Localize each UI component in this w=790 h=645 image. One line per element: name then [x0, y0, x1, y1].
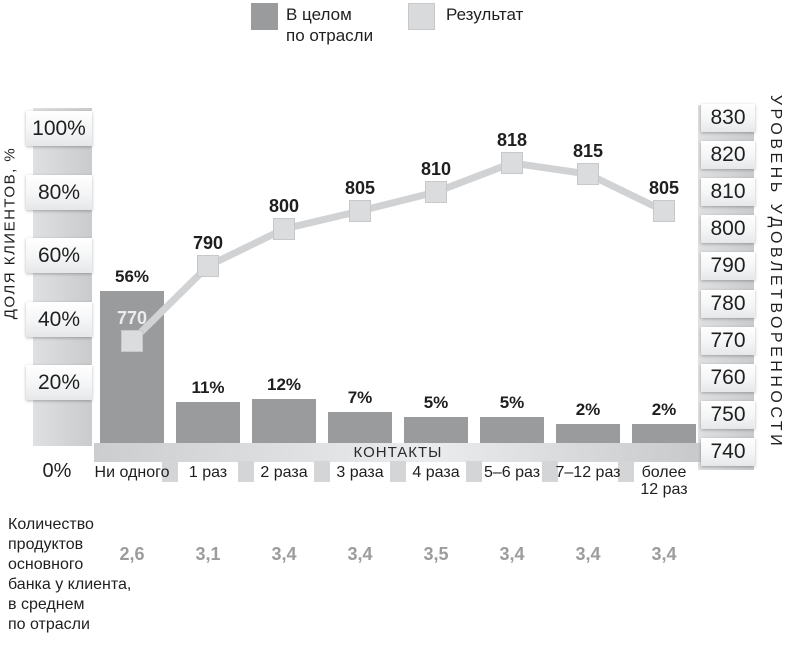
footer-value: 3,1: [195, 544, 221, 564]
bar-value-label: 5%: [423, 393, 449, 412]
category-label: 4 раза: [412, 464, 460, 481]
result-marker: [425, 181, 447, 203]
left-axis-tick: 60%: [26, 238, 92, 273]
x-axis-tick: [390, 461, 406, 482]
footer-value: 2,6: [119, 544, 145, 564]
footer-value: 3,4: [499, 544, 525, 564]
category-label: 3 раза: [336, 464, 384, 481]
result-value-label: 810: [421, 159, 451, 179]
right-axis-tick: 830: [701, 104, 755, 132]
x-axis-band: КОНТАКТЫ: [94, 443, 702, 462]
bar: [404, 417, 468, 443]
footer-value: 3,5: [423, 544, 449, 564]
bar-value-label: 5%: [499, 393, 525, 412]
left-axis-title: ДОЛЯ КЛИЕНТОВ, %: [1, 146, 19, 320]
result-value-label: 800: [269, 196, 299, 216]
footer-value: 3,4: [651, 544, 677, 564]
bar-value-label: 12%: [266, 375, 302, 394]
result-value-label: 805: [345, 178, 375, 198]
bar-value-label: 2%: [651, 400, 677, 419]
right-axis-title: УРОВЕНЬ УДОВЛЕТВОРЕННОСТИ: [767, 94, 784, 450]
result-value-label: 818: [497, 130, 527, 150]
x-axis-tick: [162, 461, 178, 482]
right-axis-tick: 750: [701, 401, 755, 429]
x-axis-title: КОНТАКТЫ: [353, 444, 443, 461]
result-marker: [653, 200, 675, 222]
result-marker: [197, 255, 219, 277]
right-axis-tick: 810: [701, 178, 755, 206]
right-axis-tick: 820: [701, 141, 755, 169]
right-axis-tick: 780: [701, 290, 755, 318]
category-label: Ни одного: [94, 464, 170, 481]
right-axis-tick: 740: [701, 438, 755, 466]
bar: [556, 424, 620, 443]
bar-value-label: 56%: [114, 267, 150, 286]
x-axis-tick: [238, 461, 254, 482]
x-axis-tick: [542, 461, 558, 482]
left-axis-tick: 100%: [26, 111, 92, 146]
x-axis-tick: [618, 461, 634, 482]
result-value-label: 790: [193, 233, 223, 253]
bar: [328, 412, 392, 443]
category-label: 2 раза: [260, 464, 308, 481]
legend-label-industry: В целом по отрасли: [286, 5, 374, 45]
category-label: более 12 раз: [640, 464, 688, 498]
category-label: 5–6 раз: [483, 464, 541, 481]
result-line: [129, 159, 666, 344]
result-marker: [577, 163, 599, 185]
left-axis-tick: 20%: [26, 365, 92, 400]
legend-label-result: Результат: [446, 5, 524, 24]
left-axis-tick: 40%: [26, 302, 92, 337]
right-axis-tick: 790: [701, 252, 755, 280]
x-axis-tick: [314, 461, 330, 482]
footer-value: 3,4: [575, 544, 601, 564]
left-axis-zero-label: 0%: [42, 460, 72, 482]
footer-label: Количество продуктов основного банка у к…: [8, 516, 132, 633]
result-swatch: [408, 3, 435, 30]
bar-value-label: 11%: [191, 378, 225, 397]
footer-value: 3,4: [347, 544, 373, 564]
result-value-label: 805: [649, 178, 679, 198]
bar: [252, 399, 316, 443]
left-axis-tick: 80%: [26, 175, 92, 210]
result-marker: [501, 152, 523, 174]
x-axis-tick: [466, 461, 482, 482]
bar-value-label: 2%: [575, 400, 601, 419]
industry-swatch: [251, 3, 278, 30]
result-value-label: 815: [573, 141, 603, 161]
category-label: 1 раз: [188, 464, 228, 481]
right-axis-tick: 800: [701, 215, 755, 243]
bar: [176, 402, 240, 443]
bar: [100, 291, 164, 443]
right-axis-tick: 770: [701, 327, 755, 355]
footer-value: 3,4: [271, 544, 297, 564]
bar: [480, 417, 544, 443]
category-label: 7–12 раз: [555, 464, 621, 481]
bar-value-label: 7%: [347, 388, 373, 407]
result-marker: [349, 200, 371, 222]
bar: [632, 424, 696, 443]
result-marker: [273, 218, 295, 240]
right-axis-tick: 760: [701, 364, 755, 392]
